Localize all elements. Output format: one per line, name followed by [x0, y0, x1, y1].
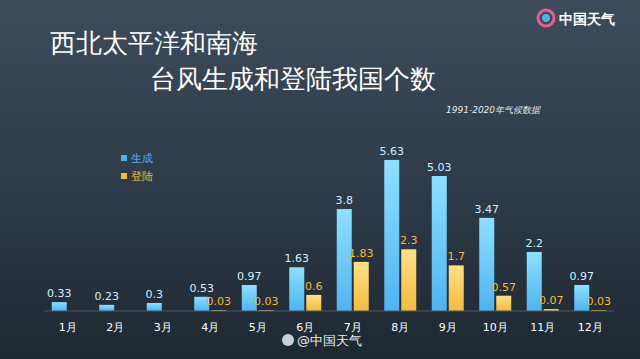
data-label: 0.03 — [587, 295, 612, 308]
data-label: 0.33 — [47, 287, 72, 300]
bars — [52, 160, 607, 311]
data-label: 0.03 — [207, 295, 232, 308]
data-label: 2.2 — [526, 237, 544, 250]
baseline — [44, 311, 614, 312]
data-label: 0.3 — [146, 288, 164, 301]
x-tick-label: 1月 — [59, 321, 77, 334]
bar — [432, 176, 447, 311]
x-tick-label: 4月 — [201, 321, 219, 334]
bar — [384, 160, 399, 311]
data-labels: 0.33 0.23 0.3 0.53 0.97 1.63 3.8 5.63 5.03 3.47 2.… — [47, 145, 611, 308]
bar — [306, 295, 321, 311]
data-label: 0.23 — [95, 290, 120, 303]
data-label: 0.57 — [492, 281, 517, 294]
watermark: @中国天气 — [297, 333, 362, 348]
data-label: 0.07 — [539, 294, 564, 307]
x-tick-label: 7月 — [344, 321, 362, 334]
data-label: 1.83 — [349, 247, 374, 260]
bar — [449, 265, 464, 311]
x-tick-label: 5月 — [249, 321, 267, 334]
logo-icon — [542, 14, 550, 22]
x-tick-label: 11月 — [530, 321, 555, 334]
data-label: 3.47 — [475, 203, 500, 216]
x-tick-label: 6月 — [296, 321, 314, 334]
legend-swatch — [121, 173, 127, 179]
watermark-icon — [282, 334, 294, 346]
x-tick-label: 10月 — [483, 321, 508, 334]
chart: 西北太平洋和南海台风生成和登陆我国个数 1991-2020年气候数据 中国天气 @中国… — [0, 0, 640, 359]
data-label: 5.63 — [380, 145, 405, 158]
bar — [99, 305, 114, 311]
subtitle: 台风生成和登陆我国个数 — [150, 64, 436, 94]
data-label: 0.97 — [570, 270, 595, 283]
logo-text: 中国天气 — [559, 11, 615, 27]
data-label: 0.53 — [190, 282, 215, 295]
bar — [401, 249, 416, 311]
bar — [337, 209, 352, 311]
legend: 生成登陆 — [121, 152, 153, 183]
data-label: 2.3 — [400, 234, 418, 247]
bar — [496, 296, 511, 311]
bar — [354, 262, 369, 311]
data-label: 0.6 — [305, 280, 323, 293]
legend-swatch — [121, 155, 127, 161]
data-label: 0.97 — [237, 270, 262, 283]
bar — [289, 267, 304, 311]
x-tick-label: 8月 — [391, 321, 409, 334]
data-label: 0.03 — [254, 295, 279, 308]
note: 1991-2020年气候数据 — [446, 105, 541, 115]
data-label: 5.03 — [427, 161, 452, 174]
x-tick-label: 2月 — [106, 321, 124, 334]
legend-label: 生成 — [131, 152, 153, 165]
x-tick-label: 12月 — [578, 321, 603, 334]
bar — [52, 302, 67, 311]
data-label: 1.63 — [285, 252, 310, 265]
title: 西北太平洋和南海 — [50, 28, 258, 58]
legend-label: 登陆 — [131, 170, 153, 183]
logo: 中国天气 — [538, 10, 615, 27]
logo-icon — [538, 10, 554, 26]
bar — [479, 218, 494, 311]
x-tick-label: 3月 — [154, 321, 172, 334]
data-label: 1.7 — [448, 250, 466, 263]
data-label: 3.8 — [336, 194, 354, 207]
x-tick-label: 9月 — [439, 321, 457, 334]
background — [0, 0, 640, 359]
bar — [147, 303, 162, 311]
